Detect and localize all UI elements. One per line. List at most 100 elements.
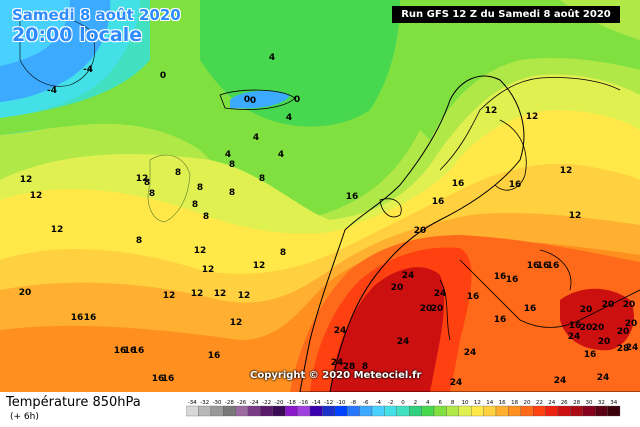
legend-tick-label: -14	[312, 400, 321, 406]
isotherm-label: 12	[253, 261, 266, 271]
legend-tick-label: -34	[188, 400, 197, 406]
footer-bar: Température 850hPa (+ 6h) -34 -32 -30 -28 -2…	[0, 392, 640, 427]
map-time-title: 20:00 locale	[12, 24, 143, 46]
isotherm-label: 8	[203, 212, 209, 222]
legend-tick-label: -8	[351, 400, 357, 406]
legend-tick-label: -10	[337, 400, 346, 406]
legend-color-swatch	[247, 405, 261, 417]
legend-color-swatch	[483, 405, 497, 417]
isotherm-label: 4	[253, 133, 259, 143]
isotherm-label: 16	[84, 313, 97, 323]
legend-tick-label: 10	[462, 400, 469, 406]
legend-color-swatch	[359, 405, 373, 417]
isotherm-label: 16	[346, 192, 359, 202]
legend-color-swatch	[446, 405, 459, 417]
isotherm-label: 16	[494, 315, 507, 325]
isotherm-label: 20	[580, 323, 593, 333]
isotherm-label: 12	[30, 191, 43, 201]
legend-color-swatch	[272, 405, 286, 417]
isotherm-label: 12	[560, 166, 573, 176]
isotherm-label: 12	[136, 174, 149, 184]
legend-color-swatch	[309, 405, 323, 417]
isotherm-label: 16	[509, 180, 522, 190]
legend-color-swatch	[409, 405, 422, 417]
isotherm-label: 4	[225, 150, 231, 160]
legend-tick-label: -26	[237, 400, 246, 406]
temperature-map[interactable]: -4 -4 4 4 4 0 0 0 0 4 4 8 8 8 8 8 8 8 8 8 8 8 12 12 12 12 12 12 12 12…	[0, 0, 640, 392]
isotherm-label: 28	[343, 362, 356, 372]
legend-tick-label: -4	[375, 400, 381, 406]
isotherm-label: 16	[537, 261, 550, 271]
legend-color-swatch	[607, 405, 621, 417]
isotherm-label: -4	[47, 86, 57, 96]
legend-tick-label: 30	[586, 400, 593, 406]
legend-tick-label: -20	[275, 400, 284, 406]
legend-tick-label: 24	[548, 400, 555, 406]
isotherm-label: 16	[208, 351, 221, 361]
legend-tick-label: 26	[561, 400, 568, 406]
isotherm-label: 24	[331, 358, 344, 368]
isotherm-label: 8	[259, 174, 265, 184]
legend-tick-label: 34	[610, 400, 617, 406]
isotherm-label: 20	[598, 337, 611, 347]
legend-tick-label: 12	[474, 400, 481, 406]
isotherm-label: 12	[51, 225, 64, 235]
isotherm-label: 12	[485, 106, 498, 116]
isotherm-label: 20	[414, 226, 427, 236]
legend-tick-label: -28	[225, 400, 234, 406]
legend-color-swatch	[297, 405, 311, 417]
legend-color-swatch	[210, 405, 224, 417]
legend-color-swatch	[458, 405, 472, 417]
isotherm-label: 24	[334, 326, 347, 336]
isotherm-label: 24	[626, 343, 639, 353]
isotherm-label: 8	[280, 248, 286, 258]
isotherm-label: 0	[250, 96, 256, 106]
isotherm-label: 20	[431, 304, 444, 314]
legend-tick-label: 4	[426, 400, 430, 406]
legend-tick-label: 14	[486, 400, 493, 406]
legend-color-swatch	[433, 405, 447, 417]
isotherm-label: 20	[592, 323, 605, 333]
isotherm-label: 16	[524, 304, 537, 314]
legend-tick-label: -18	[287, 400, 296, 406]
legend-tick-label: 20	[524, 400, 531, 406]
isotherm-label: 0	[244, 95, 250, 105]
legend-color-swatch	[595, 405, 608, 417]
legend-color-swatch	[198, 405, 211, 417]
isotherm-label: 20	[391, 283, 404, 293]
isotherm-label: 12	[20, 175, 33, 185]
isotherm-label: -4	[83, 65, 93, 75]
isotherm-label: 16	[71, 313, 84, 323]
isotherm-label: 20	[602, 300, 615, 310]
legend-color-swatch	[322, 405, 335, 417]
isotherm-label: 0	[160, 71, 166, 81]
isotherm-label: 8	[229, 160, 235, 170]
isotherm-label: 4	[286, 113, 292, 123]
isotherm-label: 4	[269, 53, 275, 63]
isotherm-label: 8	[362, 362, 368, 372]
legend-color-swatch	[396, 405, 410, 417]
parameter-label: Température 850hPa	[6, 395, 141, 410]
legend-color-swatch	[520, 405, 534, 417]
isotherm-label: 16	[584, 350, 597, 360]
legend-color-swatch	[582, 405, 596, 417]
isotherm-label: 20	[623, 300, 636, 310]
isotherm-label: 24	[397, 337, 410, 347]
isotherm-label: 28	[617, 344, 630, 354]
isotherm-label: 8	[136, 236, 142, 246]
isotherm-label: 20	[617, 327, 630, 337]
legend-tick-label: 18	[511, 400, 518, 406]
legend-color-swatch	[384, 405, 397, 417]
legend-color-swatch	[347, 405, 360, 417]
isotherm-label: 12	[238, 291, 251, 301]
legend-color-swatch	[545, 405, 559, 417]
isotherm-label: 16	[506, 275, 519, 285]
isotherm-label: 16	[547, 261, 560, 271]
legend-tick-label: 16	[499, 400, 506, 406]
isotherm-label: 12	[569, 211, 582, 221]
legend-color-swatch	[421, 405, 435, 417]
isotherm-label: 24	[450, 378, 463, 388]
legend-color-swatch	[334, 405, 348, 417]
legend-color-swatch	[533, 405, 546, 417]
